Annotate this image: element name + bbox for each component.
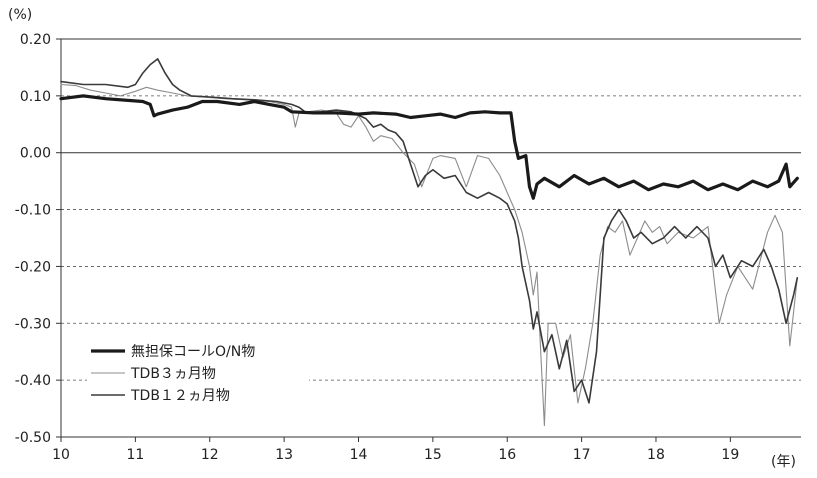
y-tick-label: -0.20 bbox=[15, 259, 51, 275]
x-tick-label: 18 bbox=[647, 447, 665, 463]
x-tick-label: 10 bbox=[52, 447, 70, 463]
series-line-1 bbox=[59, 94, 799, 200]
y-tick-label: 0.00 bbox=[20, 146, 51, 162]
y-unit-label: (%) bbox=[8, 7, 32, 23]
legend-label: TDB１２ヵ月物 bbox=[130, 388, 230, 404]
y-tick-label: 0.10 bbox=[20, 89, 51, 105]
x-tick-label: 17 bbox=[573, 447, 591, 463]
series-line-3 bbox=[60, 58, 799, 404]
y-tick-label: 0.20 bbox=[20, 32, 51, 48]
legend-label: 無担保コールO/N物 bbox=[131, 344, 255, 360]
x-tick-label: 14 bbox=[350, 447, 368, 463]
legend: 無担保コールO/N物 TDB３ヵ月物 TDB１２ヵ月物 bbox=[87, 340, 309, 412]
series-layer bbox=[59, 58, 799, 427]
x-unit-label: (年) bbox=[771, 454, 796, 470]
x-tick-label: 16 bbox=[498, 447, 516, 463]
x-tick-label: 12 bbox=[201, 447, 219, 463]
legend-label: TDB３ヵ月物 bbox=[130, 366, 216, 382]
x-tick-label: 11 bbox=[126, 447, 144, 463]
grid-layer bbox=[61, 95, 801, 381]
x-tick-label: 15 bbox=[424, 447, 442, 463]
y-tick-label: -0.50 bbox=[15, 430, 51, 446]
y-tick-label: -0.30 bbox=[15, 316, 51, 332]
y-tick-label: -0.10 bbox=[15, 203, 51, 219]
y-tick-label: -0.40 bbox=[15, 373, 51, 389]
x-tick-label: 19 bbox=[721, 447, 739, 463]
x-tick-label: 13 bbox=[275, 447, 293, 463]
